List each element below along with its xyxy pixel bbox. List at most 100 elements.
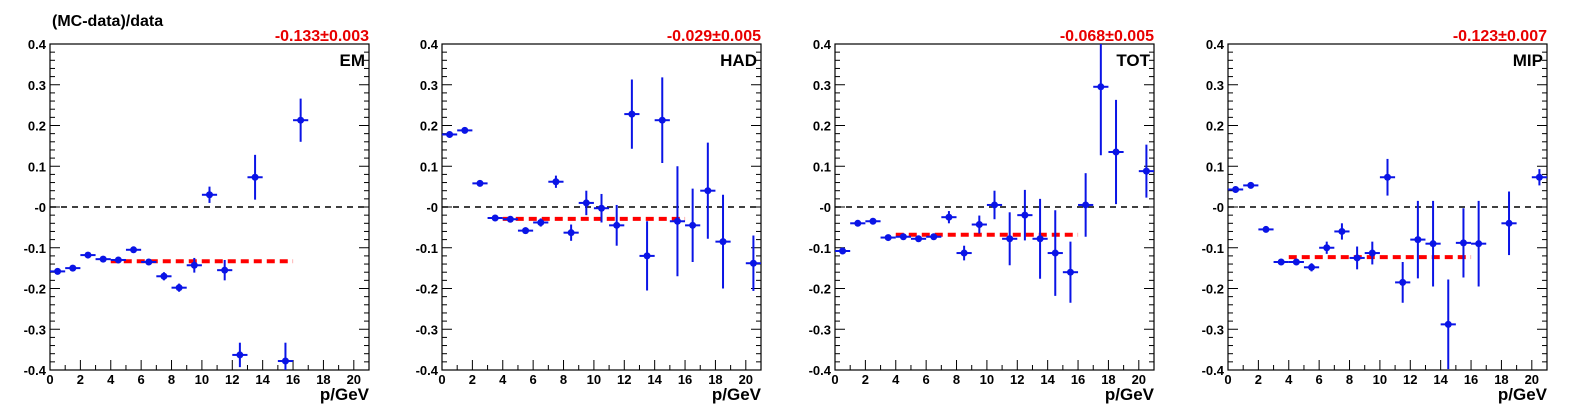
y-tick-label: -0.1	[809, 241, 831, 256]
point-marker	[236, 351, 244, 359]
data-point	[1410, 200, 1426, 279]
data-point	[442, 130, 458, 138]
point-marker	[1232, 185, 1240, 193]
y-tick-label: 0.2	[420, 119, 438, 134]
point-marker	[899, 233, 907, 241]
y-tick-label: 0.4	[420, 37, 439, 52]
point-marker	[1414, 236, 1422, 244]
x-tick-label: 4	[107, 372, 115, 387]
x-axis-title: p/GeV	[712, 385, 762, 404]
y-tick-label: -0.2	[1202, 282, 1224, 297]
point-marker	[658, 116, 666, 124]
y-tick-label: -0	[819, 200, 831, 215]
data-point	[669, 166, 686, 277]
point-marker	[839, 247, 847, 255]
x-tick-label: 16	[286, 372, 300, 387]
data-point	[1108, 99, 1124, 205]
x-tick-label: 16	[1464, 372, 1478, 387]
y-tick-label: 0.4	[1206, 37, 1225, 52]
data-point	[941, 211, 957, 224]
y-tick-label: 0.3	[28, 78, 46, 93]
x-tick-label: 18	[1494, 372, 1508, 387]
y-tick-label: 0.3	[420, 78, 438, 93]
panel-had: -0.4 -0.3 -0.2 -0.1 -0 0.1 0.2 0.3 0.4 0 2 4 6 8 10 12 1…	[416, 28, 762, 404]
point-marker	[1535, 173, 1543, 181]
point-marker	[281, 357, 289, 365]
point-marker	[1444, 320, 1452, 328]
data-point	[578, 190, 594, 216]
point-marker	[537, 218, 545, 226]
point-marker	[114, 256, 122, 264]
x-tick-label: 16	[678, 372, 692, 387]
point-marker	[1021, 211, 1029, 219]
point-marker	[1368, 249, 1376, 257]
point-marker	[552, 178, 560, 186]
data-point	[910, 235, 927, 243]
data-point	[277, 342, 294, 370]
point-marker	[160, 272, 168, 280]
data-point	[156, 272, 172, 281]
y-tick-label: -0	[1212, 200, 1224, 215]
data-point	[1002, 212, 1018, 266]
x-tick-label: 10	[587, 372, 601, 387]
x-axis-title: p/GeV	[320, 385, 370, 404]
data-point	[201, 186, 218, 203]
x-tick-label: 2	[469, 372, 476, 387]
x-axis-title: p/GeV	[1498, 385, 1548, 404]
data-point	[1093, 44, 1109, 156]
data-point	[1273, 258, 1289, 266]
x-tick-label: 10	[195, 372, 209, 387]
point-marker	[1277, 258, 1285, 266]
panel-label: EM	[340, 51, 366, 70]
panel-label: HAD	[720, 51, 757, 70]
data-point	[835, 247, 851, 255]
data-point	[700, 142, 716, 239]
fit-result-label: -0.029±0.005	[667, 28, 761, 45]
y-tick-label: -0.4	[416, 363, 439, 378]
point-marker	[69, 264, 77, 272]
x-tick-label: 20	[1132, 372, 1146, 387]
point-marker	[975, 221, 983, 229]
point-marker	[915, 235, 923, 243]
x-tick-label: 2	[1255, 372, 1262, 387]
point-marker	[991, 201, 998, 209]
x-tick-label: 14	[1433, 372, 1448, 387]
y-tick-label: 0.3	[813, 78, 831, 93]
point-marker	[1036, 235, 1044, 243]
data-point	[865, 217, 881, 225]
fit-result-label: -0.133±0.003	[275, 28, 369, 45]
x-axis-title: p/GeV	[1105, 385, 1155, 404]
point-marker	[1323, 244, 1331, 252]
data-point	[548, 175, 564, 188]
data-point	[457, 126, 473, 134]
data-point	[1288, 258, 1304, 266]
point-marker	[1459, 239, 1467, 247]
point-marker	[461, 126, 469, 134]
data-point	[533, 218, 549, 227]
data-point	[1243, 181, 1259, 189]
x-tick-label: 2	[77, 372, 84, 387]
point-marker	[613, 221, 621, 229]
data-point	[217, 259, 233, 281]
data-point	[141, 258, 157, 266]
point-marker	[1475, 240, 1483, 248]
data-point	[609, 204, 625, 246]
data-point	[654, 77, 670, 163]
point-marker	[1082, 201, 1090, 209]
y-tick-label: -0.3	[24, 322, 46, 337]
point-marker	[628, 110, 636, 118]
data-point	[880, 234, 896, 242]
x-tick-label: 16	[1071, 372, 1085, 387]
point-marker	[491, 214, 499, 222]
point-marker	[99, 255, 107, 263]
data-point	[895, 233, 911, 241]
y-axis-title: (MC-data)/data	[52, 13, 163, 30]
data-point	[1032, 198, 1048, 279]
data-point	[956, 245, 972, 261]
point-marker	[960, 249, 968, 257]
point-marker	[522, 227, 530, 235]
y-tick-label: -0.1	[1202, 241, 1224, 256]
x-tick-label: 10	[1373, 372, 1387, 387]
point-marker	[673, 217, 681, 225]
